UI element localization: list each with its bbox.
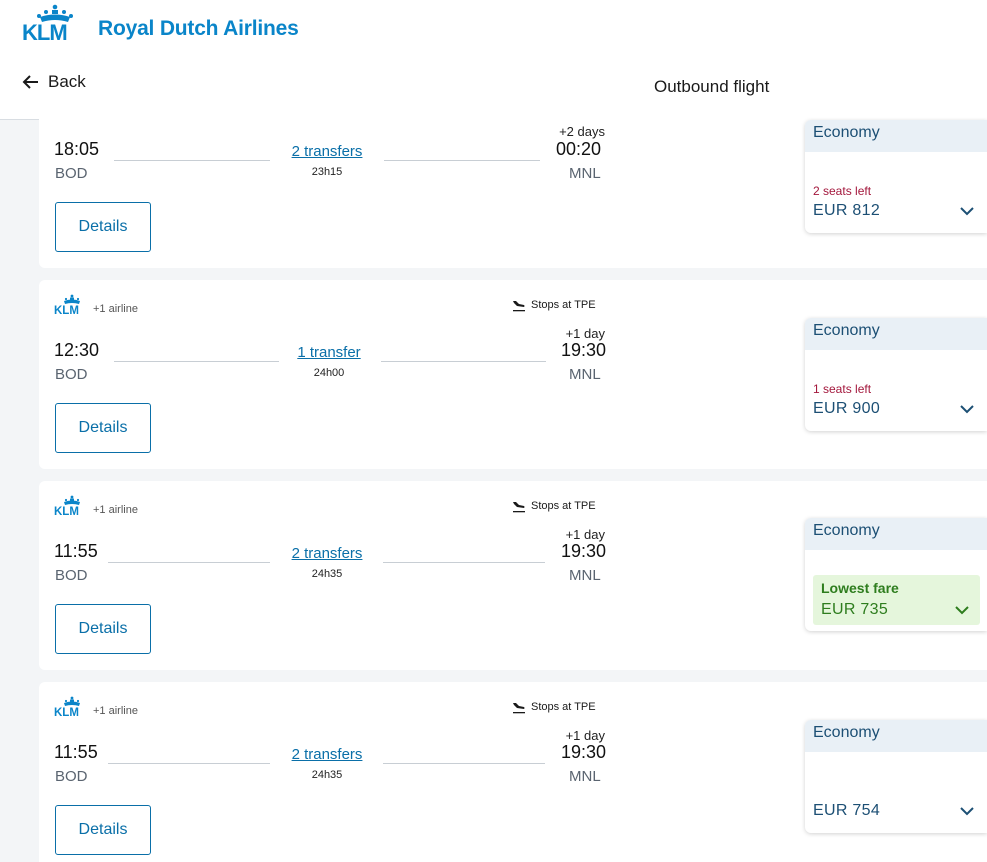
stopover-info: Stops at TPE xyxy=(512,298,596,312)
day-offset: +1 day xyxy=(565,527,605,542)
additional-airline: +1 airline xyxy=(93,303,138,315)
klm-logo-icon: KLM xyxy=(54,696,80,717)
flight-card: 18:05 BOD 2 transfers 23h15 +2 days 00:2… xyxy=(39,110,987,268)
fare-class-label: Economy xyxy=(805,720,987,752)
svg-text:KLM: KLM xyxy=(54,305,79,315)
route-line xyxy=(114,361,279,362)
flight-card: KLM +1 airline Stops at TPE 11:55 BOD 2 … xyxy=(39,481,987,670)
flight-card: KLM +1 airline Stops at TPE 12:30 BOD 1 … xyxy=(39,280,987,469)
back-button[interactable]: Back xyxy=(22,72,86,92)
klm-logo-icon: KLM xyxy=(54,495,80,516)
stopover-info: Stops at TPE xyxy=(512,700,596,714)
transfers-link[interactable]: 2 transfers xyxy=(291,545,363,562)
chevron-down-icon xyxy=(955,606,969,615)
arrival-airport: MNL xyxy=(569,366,601,383)
departure-airport: BOD xyxy=(55,165,88,182)
flight-duration: 24h00 xyxy=(313,367,345,379)
details-button[interactable]: Details xyxy=(55,805,151,855)
arrival-time: 00:20 xyxy=(556,139,602,159)
additional-airline: +1 airline xyxy=(93,504,138,516)
lowest-fare-label: Lowest fare xyxy=(821,580,899,596)
transfers-link[interactable]: 2 transfers xyxy=(291,143,363,160)
details-button[interactable]: Details xyxy=(55,403,151,453)
seats-left-badge: 2 seats left xyxy=(813,184,872,198)
arrival-time: 19:30 xyxy=(561,340,607,360)
fare-price: EUR 812 xyxy=(813,202,881,219)
departure-time: 11:55 xyxy=(54,541,98,561)
brand-name: Royal Dutch Airlines xyxy=(98,17,299,40)
departure-time: 11:55 xyxy=(54,742,98,762)
departure-airport: BOD xyxy=(55,768,88,785)
arrival-time: 19:30 xyxy=(561,541,607,561)
klm-crown-logo-icon: KLM xyxy=(22,4,88,42)
plane-landing-icon xyxy=(513,301,525,312)
operating-airline: KLM +1 airline xyxy=(54,294,138,315)
page-header: KLM Royal Dutch Airlines Back Outbound f… xyxy=(0,0,987,120)
day-offset: +1 day xyxy=(565,326,605,341)
route-line xyxy=(384,160,540,161)
lowest-fare-highlight: Lowest fare EUR 735 xyxy=(813,575,980,625)
route-line xyxy=(383,562,545,563)
flight-card: KLM +1 airline Stops at TPE 11:55 BOD 2 … xyxy=(39,682,987,862)
operating-airline: KLM +1 airline xyxy=(54,696,138,717)
back-label: Back xyxy=(48,72,86,91)
stopover-info: Stops at TPE xyxy=(512,499,596,513)
operating-airline: KLM +1 airline xyxy=(54,495,138,516)
chevron-down-icon xyxy=(960,807,974,816)
plane-landing-icon xyxy=(513,703,525,714)
fare-price: EUR 754 xyxy=(813,802,881,819)
fare-class-label: Economy xyxy=(805,120,987,152)
stopover-label: Stops at TPE xyxy=(531,500,596,512)
flight-duration: 24h35 xyxy=(311,568,343,580)
departure-time: 18:05 xyxy=(54,139,100,159)
fare-price: EUR 735 xyxy=(821,601,889,618)
svg-text:KLM: KLM xyxy=(54,506,79,516)
additional-airline: +1 airline xyxy=(93,705,138,717)
fare-option-economy[interactable]: Economy EUR 754 xyxy=(805,720,987,833)
klm-logo-icon: KLM xyxy=(54,294,80,315)
flight-duration: 24h35 xyxy=(311,769,343,781)
day-offset: +2 days xyxy=(559,124,605,139)
details-button[interactable]: Details xyxy=(55,202,151,252)
fare-class-label: Economy xyxy=(805,318,987,350)
route-line xyxy=(108,562,270,563)
route-line xyxy=(114,160,270,161)
stopover-label: Stops at TPE xyxy=(531,701,596,713)
svg-text:KLM: KLM xyxy=(54,707,79,717)
transfers-link[interactable]: 2 transfers xyxy=(291,746,363,763)
fare-price: EUR 900 xyxy=(813,400,881,417)
chevron-down-icon xyxy=(960,207,974,216)
plane-landing-icon xyxy=(513,502,525,513)
page-title: Outbound flight xyxy=(654,77,770,96)
seats-left-badge: 1 seats left xyxy=(813,382,872,396)
departure-airport: BOD xyxy=(55,366,88,383)
details-button[interactable]: Details xyxy=(55,604,151,654)
fare-option-economy[interactable]: Economy Lowest fare EUR 735 xyxy=(805,518,987,631)
route-line xyxy=(108,763,270,764)
arrival-time: 19:30 xyxy=(561,742,607,762)
arrival-airport: MNL xyxy=(569,567,601,584)
arrival-airport: MNL xyxy=(569,768,601,785)
chevron-down-icon xyxy=(960,405,974,414)
departure-time: 12:30 xyxy=(54,340,100,360)
fare-class-label: Economy xyxy=(805,518,987,550)
transfers-link[interactable]: 1 transfer xyxy=(297,344,361,361)
klm-logo[interactable]: KLM Royal Dutch Airlines xyxy=(22,4,299,42)
route-line xyxy=(381,361,546,362)
stopover-label: Stops at TPE xyxy=(531,299,596,311)
svg-text:KLM: KLM xyxy=(22,20,67,42)
arrival-airport: MNL xyxy=(569,165,601,182)
arrow-left-icon xyxy=(22,75,38,89)
route-line xyxy=(383,763,545,764)
fare-option-economy[interactable]: Economy 1 seats left EUR 900 xyxy=(805,318,987,431)
fare-option-economy[interactable]: Economy 2 seats left EUR 812 xyxy=(805,120,987,233)
departure-airport: BOD xyxy=(55,567,88,584)
flight-duration: 23h15 xyxy=(311,166,343,178)
day-offset: +1 day xyxy=(565,728,605,743)
